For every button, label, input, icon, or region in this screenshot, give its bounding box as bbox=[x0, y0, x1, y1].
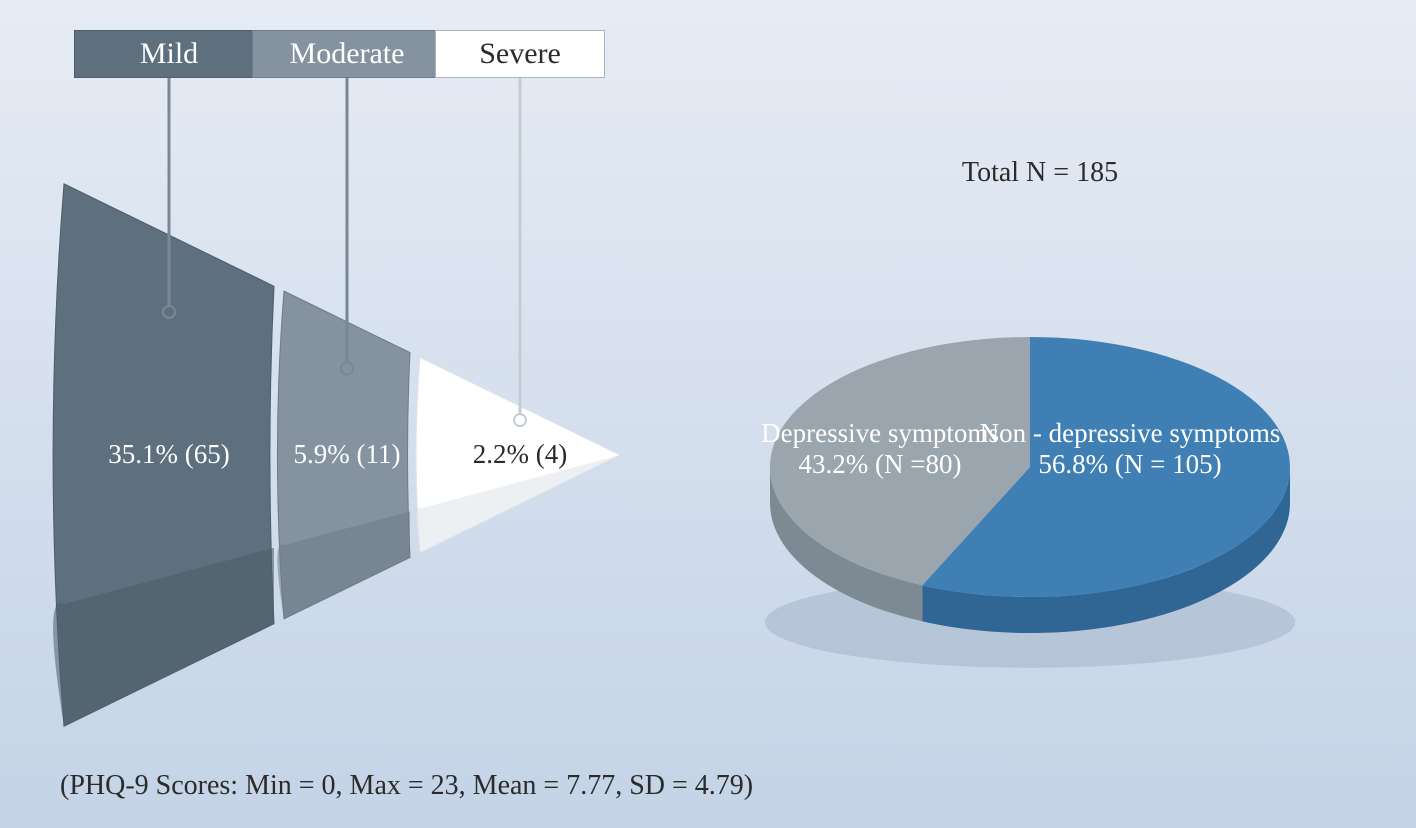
pie-label-depressive: Depressive symptoms 43.2% (N =80) bbox=[710, 418, 1050, 480]
legend-severe: Severe bbox=[435, 30, 605, 78]
pie-label-non-depressive-line2: 56.8% (N = 105) bbox=[1038, 449, 1221, 479]
legend-mild-label: Mild bbox=[140, 37, 198, 71]
funnel-label-severe: 2.2% (4) bbox=[430, 439, 610, 470]
funnel-label-moderate: 5.9% (11) bbox=[257, 439, 437, 470]
legend-mild: Mild bbox=[74, 30, 264, 78]
legend-moderate-label: Moderate bbox=[290, 37, 405, 71]
chart-root: Mild Moderate Severe 35.1% (65) 5.9% (11… bbox=[0, 0, 1416, 828]
chart-svg bbox=[0, 0, 1416, 828]
phq9-footnote: (PHQ-9 Scores: Min = 0, Max = 23, Mean =… bbox=[60, 770, 753, 802]
pie-total-label: Total N = 185 bbox=[890, 157, 1190, 189]
legend-moderate: Moderate bbox=[252, 30, 442, 78]
pie-label-depressive-line1: Depressive symptoms bbox=[761, 418, 999, 448]
pie-label-depressive-line2: 43.2% (N =80) bbox=[799, 449, 962, 479]
legend-severe-label: Severe bbox=[479, 37, 561, 71]
funnel-label-mild: 35.1% (65) bbox=[79, 439, 259, 470]
